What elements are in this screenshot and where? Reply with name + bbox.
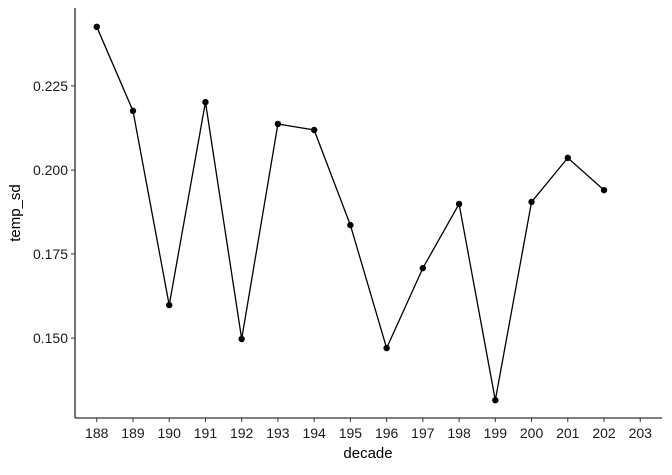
point — [166, 301, 173, 309]
x-tick-label: 195 — [339, 425, 363, 441]
point — [310, 126, 318, 134]
point — [274, 120, 282, 128]
point — [564, 154, 571, 162]
x-tick-label: 188 — [85, 425, 109, 441]
x-tick-label: 189 — [121, 425, 145, 441]
point — [419, 264, 427, 272]
y-tick-label: 0.200 — [33, 162, 68, 178]
x-tick-label: 199 — [484, 425, 508, 441]
x-tick-label: 196 — [375, 425, 399, 441]
y-axis-title: temp_sd — [7, 184, 24, 242]
x-tick-label: 194 — [302, 425, 326, 441]
x-tick-label: 190 — [158, 425, 182, 441]
point — [455, 200, 463, 208]
point — [202, 98, 209, 106]
point — [93, 23, 100, 31]
point — [383, 344, 390, 352]
x-tick-label: 203 — [629, 425, 653, 441]
y-tick-label: 0.175 — [33, 246, 68, 262]
point — [600, 186, 608, 194]
x-tick-label: 193 — [266, 425, 290, 441]
x-tick-label: 191 — [194, 425, 218, 441]
y-tick-label: 0.150 — [33, 330, 68, 346]
point — [528, 198, 535, 206]
x-tick-label: 200 — [520, 425, 544, 441]
point — [129, 107, 137, 115]
x-tick-label: 192 — [230, 425, 254, 441]
x-tick-label: 201 — [556, 425, 580, 441]
point — [347, 221, 354, 229]
x-axis-title: decade — [343, 445, 392, 462]
point — [492, 396, 499, 404]
x-tick-label: 198 — [447, 425, 471, 441]
y-tick-label: 0.225 — [33, 78, 68, 94]
x-tick-label: 202 — [592, 425, 616, 441]
point — [238, 335, 245, 343]
x-tick-label: 197 — [411, 425, 435, 441]
